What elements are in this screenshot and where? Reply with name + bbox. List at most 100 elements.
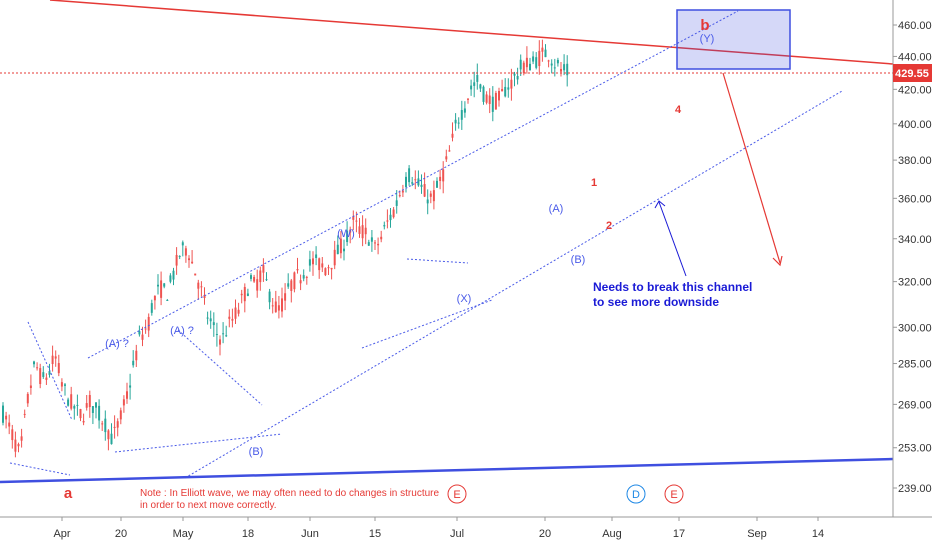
y-axis-panel <box>893 0 932 550</box>
candle-body <box>346 230 349 243</box>
channel-upper-line <box>87 10 739 359</box>
y-tick-label: 340.00 <box>898 234 932 246</box>
x-tick-label: Jun <box>301 528 319 540</box>
candle-body <box>42 372 45 377</box>
candle-body <box>222 333 225 335</box>
candle-body <box>113 426 116 428</box>
candle-body <box>305 276 308 278</box>
candle-body <box>550 63 553 66</box>
candle-body <box>20 436 23 441</box>
candle-body <box>175 254 178 266</box>
candle-body <box>234 307 237 319</box>
candle-body <box>541 47 544 52</box>
x-tick-label: Sep <box>747 528 767 540</box>
candle-body <box>364 227 367 235</box>
y-tick-label: 253.00 <box>898 443 932 455</box>
x-tick-label: May <box>173 528 194 540</box>
candle-body <box>194 273 197 276</box>
candle-body <box>302 275 305 279</box>
annotation-arrowhead <box>654 200 666 209</box>
event-marker-label: D <box>632 489 640 501</box>
event-marker[interactable] <box>447 484 467 504</box>
event-marker[interactable] <box>664 484 684 504</box>
candle-body <box>184 248 187 256</box>
candle-body <box>560 68 562 72</box>
candle-body <box>460 110 463 120</box>
candle-body <box>14 439 17 452</box>
candle-body <box>473 82 476 86</box>
candle-body <box>442 169 445 182</box>
candle-body <box>144 328 147 330</box>
wave-label-a: a <box>64 485 73 502</box>
candle-body <box>532 56 535 62</box>
wave-label-B-1: (B) <box>249 446 264 458</box>
candle-body <box>212 322 215 326</box>
candle-body <box>116 421 119 428</box>
x-tick-label: 17 <box>673 528 685 540</box>
candle-body <box>498 90 500 101</box>
candle-body <box>436 180 438 188</box>
y-tick-label: 269.00 <box>898 399 932 411</box>
candle-body <box>312 258 314 265</box>
candle-body <box>290 280 293 291</box>
candle-body <box>470 85 473 90</box>
candle-body <box>88 395 91 408</box>
candle-body <box>54 356 57 359</box>
triangle-line-2 <box>406 258 469 264</box>
candle-body <box>491 96 494 112</box>
candle-body <box>188 258 190 261</box>
candle-body <box>271 305 274 307</box>
candle-body <box>8 422 11 427</box>
annotation-line: to see more downside <box>593 295 719 309</box>
y-tick-label: 320.00 <box>898 277 932 289</box>
candle-body <box>281 298 283 312</box>
candle-body <box>23 413 26 415</box>
wave-label-W: (W) <box>337 228 355 240</box>
wedge-line-4 <box>177 329 263 406</box>
candle-body <box>324 268 327 276</box>
candle-body <box>274 301 277 313</box>
wave-labels: a b 1 2 4 (A) ? (A) ? (B) (W) (X) (A) (B) (Y) <box>64 17 715 502</box>
x-tick-label: 20 <box>115 528 127 540</box>
candle-body <box>172 270 175 280</box>
candle-body <box>432 190 435 202</box>
candle-body <box>566 63 569 76</box>
x-tick-label: Jul <box>450 528 464 540</box>
event-marker-label: E <box>670 489 677 501</box>
candle-body <box>17 444 20 447</box>
candle-body <box>181 242 184 246</box>
candle-body <box>482 86 485 102</box>
candle-body <box>308 259 311 266</box>
candle-body <box>383 225 386 227</box>
candle-body <box>358 226 361 234</box>
support-line <box>0 457 894 484</box>
candle-body <box>563 64 566 71</box>
current-price-label: 429.55 <box>895 68 929 80</box>
candle-body <box>367 242 370 246</box>
candle-body <box>85 403 88 408</box>
candle-body <box>219 339 221 345</box>
event-marker[interactable] <box>626 484 646 504</box>
y-tick-label: 440.00 <box>898 51 932 63</box>
candle-body <box>377 243 380 246</box>
candle-body <box>277 305 280 311</box>
x-tick-label: 20 <box>539 528 551 540</box>
candle-body <box>395 200 398 206</box>
wave-label-B-2: (B) <box>571 254 586 266</box>
candle-body <box>386 220 389 222</box>
candle-body <box>448 150 451 152</box>
candle-body <box>250 275 252 279</box>
candle-body <box>529 63 531 71</box>
candle-body <box>36 367 39 369</box>
y-tick-label: 400.00 <box>898 119 932 131</box>
candle-body <box>197 282 200 289</box>
candle-body <box>268 291 271 303</box>
y-tick-label: 460.00 <box>898 20 932 32</box>
candle-body <box>318 258 321 271</box>
candle-body <box>147 316 150 331</box>
target-box <box>676 9 791 70</box>
candle-body <box>519 59 522 70</box>
candle-body <box>457 122 460 124</box>
candle-body <box>488 95 491 104</box>
